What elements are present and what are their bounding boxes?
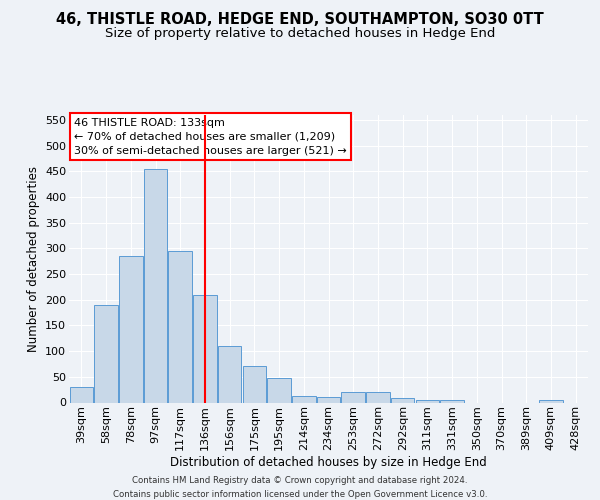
Bar [144, 169, 167, 402]
Text: 46, THISTLE ROAD, HEDGE END, SOUTHAMPTON, SO30 0TT: 46, THISTLE ROAD, HEDGE END, SOUTHAMPTON… [56, 12, 544, 28]
Bar [317, 398, 340, 402]
Text: Size of property relative to detached houses in Hedge End: Size of property relative to detached ho… [105, 28, 495, 40]
Text: Contains public sector information licensed under the Open Government Licence v3: Contains public sector information licen… [113, 490, 487, 499]
Y-axis label: Number of detached properties: Number of detached properties [26, 166, 40, 352]
Bar [193, 294, 217, 403]
X-axis label: Distribution of detached houses by size in Hedge End: Distribution of detached houses by size … [170, 456, 487, 469]
Bar [119, 256, 143, 402]
Bar [242, 366, 266, 403]
Bar [341, 392, 365, 402]
Bar [391, 398, 415, 402]
Bar [366, 392, 389, 402]
Bar [94, 305, 118, 402]
Bar [70, 387, 93, 402]
Bar [292, 396, 316, 402]
Text: 46 THISTLE ROAD: 133sqm
← 70% of detached houses are smaller (1,209)
30% of semi: 46 THISTLE ROAD: 133sqm ← 70% of detache… [74, 118, 347, 156]
Bar [539, 400, 563, 402]
Bar [169, 251, 192, 402]
Bar [416, 400, 439, 402]
Bar [218, 346, 241, 403]
Bar [440, 400, 464, 402]
Bar [268, 378, 291, 402]
Text: Contains HM Land Registry data © Crown copyright and database right 2024.: Contains HM Land Registry data © Crown c… [132, 476, 468, 485]
